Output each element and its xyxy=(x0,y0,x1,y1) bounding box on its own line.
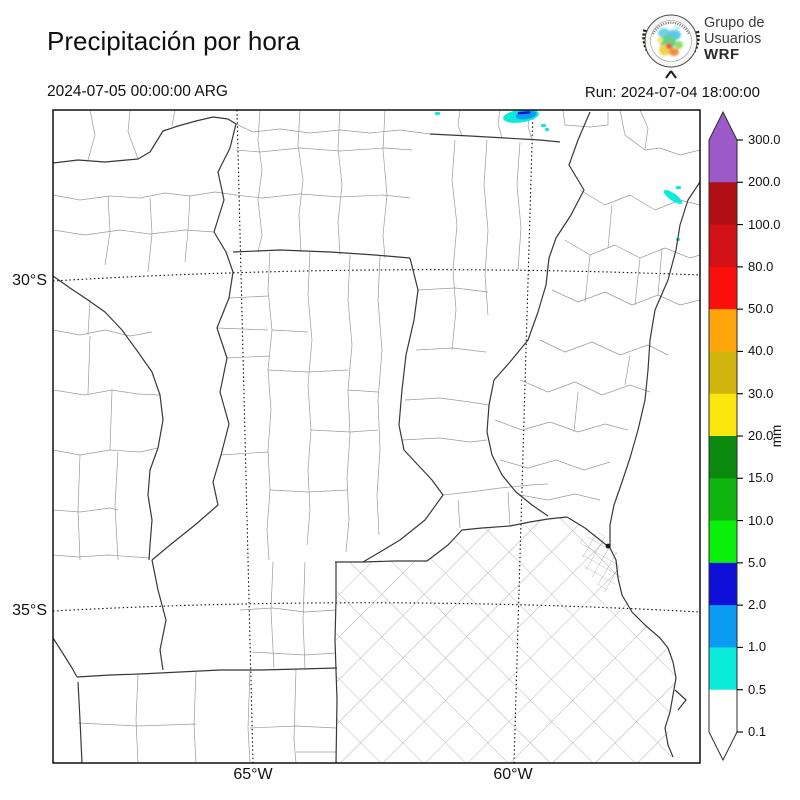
colorbar-tick-label: 0.5 xyxy=(748,681,767,697)
page-title: Precipitación por hora xyxy=(47,26,300,56)
colorbar-tick-label: 80.0 xyxy=(748,258,774,274)
wrf-users-group-logo: Grupo de Usuarios WRF xyxy=(638,8,798,80)
colorbar-tick-label: 1.0 xyxy=(748,639,767,655)
colorbar-tick-label: 100.0 xyxy=(748,216,781,232)
logo-text: Grupo de Usuarios WRF xyxy=(704,15,765,63)
colorbar-tick-label: 30.0 xyxy=(748,385,774,401)
lat-label-30s: 30°S xyxy=(12,272,47,289)
colorbar-unit-label: mm xyxy=(769,424,784,448)
colorbar-tick-label: 10.0 xyxy=(748,512,774,528)
map-frame xyxy=(52,109,701,764)
lon-label-60w: 60°W xyxy=(493,766,533,783)
colorbar xyxy=(708,110,743,762)
logo-emblem-icon xyxy=(642,14,700,79)
colorbar-tick-label: 2.0 xyxy=(748,597,767,613)
province-boundaries xyxy=(53,111,700,763)
run-time-label: Run: 2024-07-04 18:00:00 xyxy=(584,84,760,101)
department-boundaries xyxy=(53,110,700,763)
colorbar-tick-label: 15.0 xyxy=(748,470,774,486)
colorbar-tick-label: 200.0 xyxy=(748,174,781,190)
colorbar-tick-label: 0.1 xyxy=(748,724,767,739)
lon-label-65w: 65°W xyxy=(233,766,273,783)
logo-line-2: Usuarios xyxy=(704,30,762,47)
city-marker xyxy=(605,543,611,549)
valid-time-label: 2024-07-05 00:00:00 ARG xyxy=(47,83,228,100)
precipitation-spots xyxy=(435,110,683,241)
colorbar-tick-label: 20.0 xyxy=(748,428,774,443)
logo-line-1: Grupo de xyxy=(704,15,765,31)
logo-line-3: WRF xyxy=(704,46,740,63)
colorbar-tick-label: 300.0 xyxy=(748,132,781,147)
lat-label-35s: 35°S xyxy=(12,602,47,619)
colorbar-tick-label: 50.0 xyxy=(748,301,774,317)
colorbar-tick-label: 40.0 xyxy=(748,343,774,359)
colorbar-tick-label: 5.0 xyxy=(748,554,767,570)
department-grid-buenos-aires xyxy=(336,517,676,763)
